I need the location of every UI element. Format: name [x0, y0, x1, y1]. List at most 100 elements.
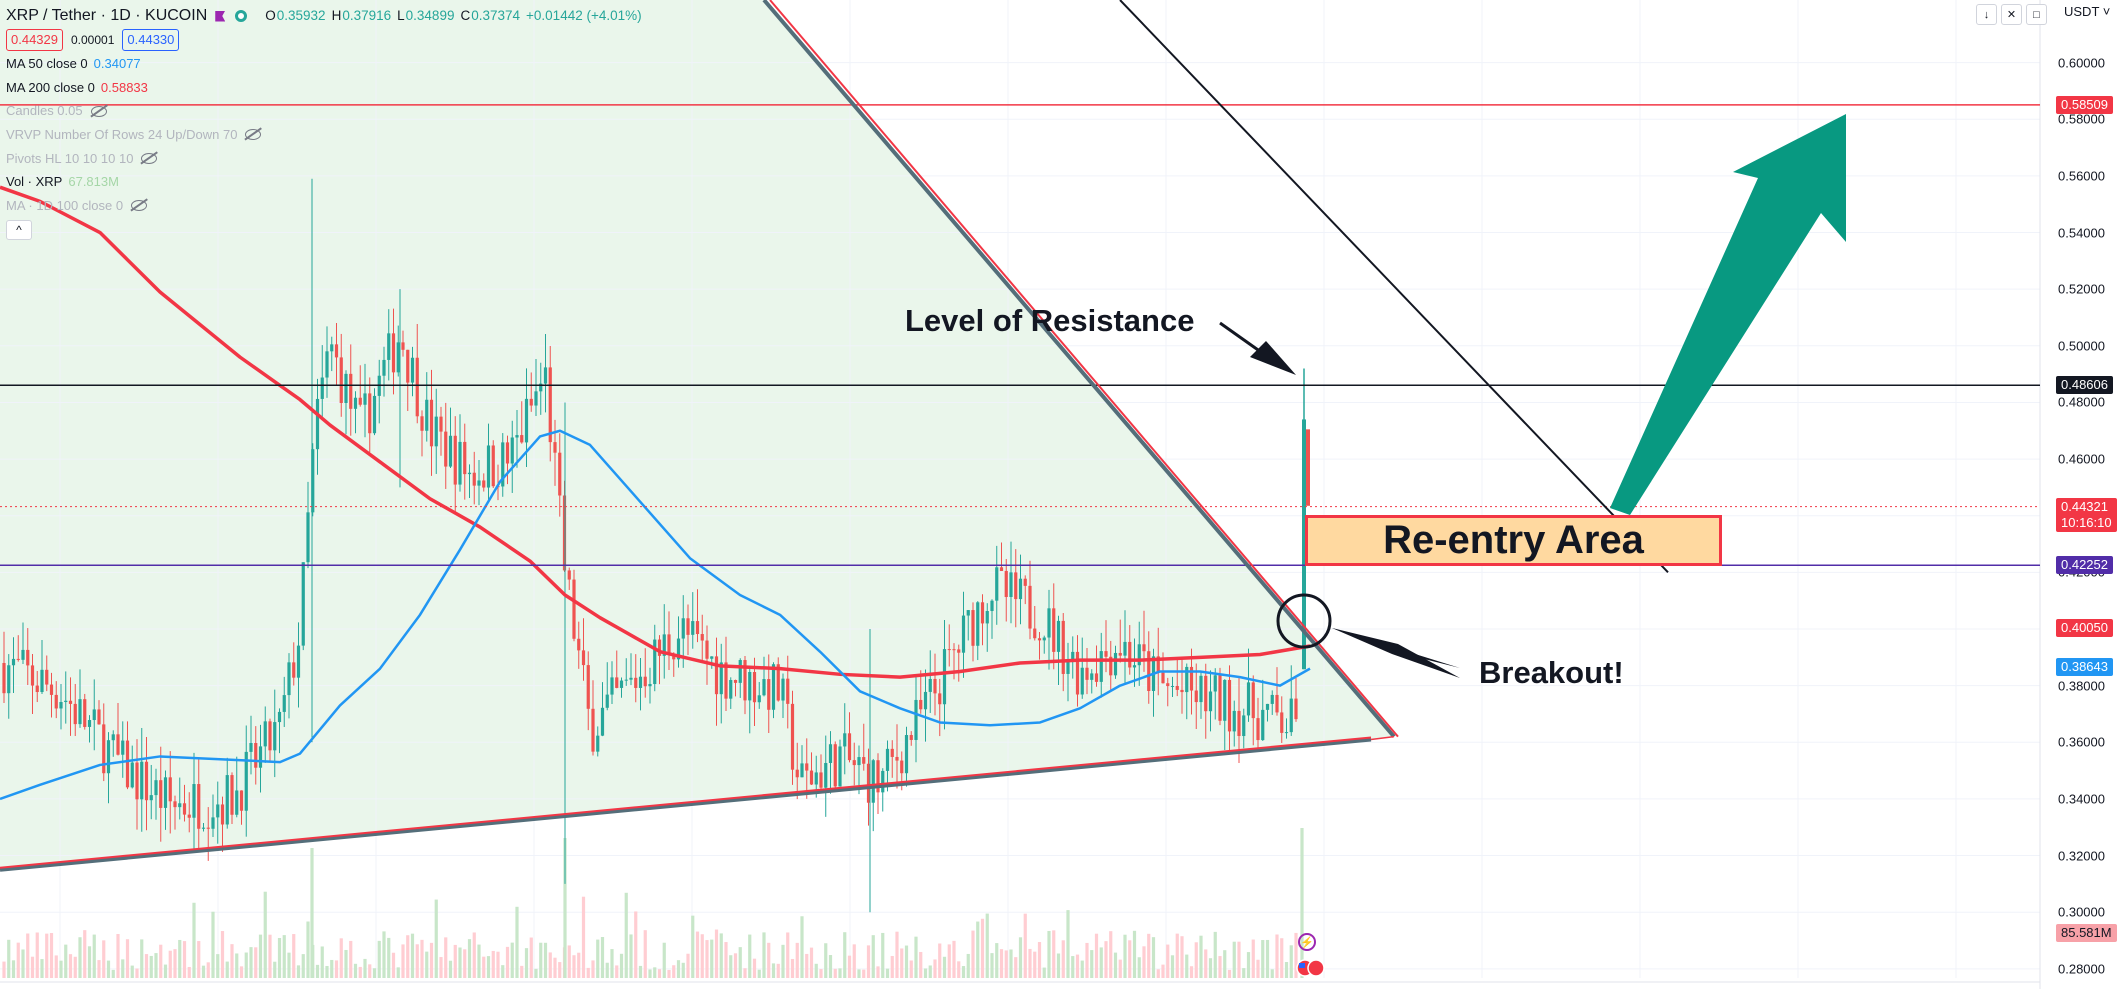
indicator-list: MA 50 close 0 0.34077 MA 200 close 0 0.5883… — [6, 52, 648, 218]
scroll-down-icon[interactable]: ↓ — [1976, 4, 1997, 25]
candle-body — [410, 357, 415, 383]
hidden-eye-icon[interactable] — [141, 153, 158, 165]
candle-body — [258, 746, 263, 768]
volume-bar — [1066, 910, 1070, 978]
volume-bar — [420, 939, 424, 978]
candle-body — [239, 790, 244, 811]
candle-body — [871, 760, 875, 803]
volume-bar — [206, 962, 210, 978]
candle-body — [154, 780, 158, 796]
volume-bar — [600, 936, 605, 978]
volume-bar — [1289, 945, 1293, 978]
candle-body — [1270, 694, 1274, 704]
volume-bar — [543, 942, 548, 978]
volume-bar — [377, 940, 381, 978]
lightning-icon[interactable]: ⚡ — [1298, 933, 1316, 951]
volume-bar — [463, 949, 467, 978]
candle-body — [729, 680, 733, 699]
hidden-eye-icon[interactable] — [245, 129, 262, 141]
volume-bar — [453, 944, 457, 978]
volume-bar — [1275, 934, 1279, 978]
volume-bar — [277, 937, 282, 978]
candle-body — [828, 744, 833, 764]
collapse-legend-button[interactable]: ^ — [6, 219, 32, 240]
volume-bar — [501, 965, 505, 978]
candle-body — [159, 780, 163, 808]
flag-icon[interactable] — [215, 10, 226, 22]
indicator-row[interactable]: VRVP Number Of Rows 24 Up/Down 70 — [6, 123, 648, 147]
volume-bar — [1047, 930, 1051, 978]
volume-bar — [73, 956, 77, 978]
volume-bar — [163, 964, 168, 978]
indicator-row[interactable]: Vol · XRP 67.813M — [6, 170, 648, 194]
volume-bar — [748, 934, 752, 978]
currency-select[interactable]: USDT ˅ — [2064, 4, 2110, 19]
candle-body — [985, 611, 989, 624]
indicator-row[interactable]: MA 50 close 0 0.34077 — [6, 52, 648, 76]
candle-body — [444, 431, 448, 467]
volume-bar — [567, 945, 571, 978]
maximize-icon[interactable]: □ — [2026, 4, 2047, 25]
candle-body — [102, 724, 106, 774]
candle-body — [1028, 585, 1032, 629]
volume-bar — [1180, 936, 1184, 978]
volume-bar — [505, 946, 510, 978]
volume-bar — [187, 966, 191, 978]
volume-bar — [990, 953, 994, 978]
candle-body — [672, 654, 676, 660]
candle-body — [282, 695, 286, 712]
candle-body — [1275, 694, 1279, 713]
candle-body — [391, 333, 396, 373]
candle-body — [947, 649, 951, 651]
hidden-eye-icon[interactable] — [90, 105, 107, 117]
candle-body — [1099, 651, 1103, 682]
hidden-eye-icon[interactable] — [131, 200, 148, 212]
buy-price-button[interactable]: 0.44330 — [122, 29, 180, 51]
candle-body — [486, 445, 491, 488]
volume-bar — [653, 967, 657, 978]
candle-body — [634, 677, 638, 688]
candle-body — [368, 393, 372, 434]
volume-bar — [553, 957, 557, 978]
candle-body — [1166, 683, 1170, 687]
candle-body — [1090, 673, 1094, 680]
candle-body — [942, 649, 947, 705]
close-icon[interactable]: ✕ — [2001, 4, 2022, 25]
currency-label: USDT — [2064, 4, 2100, 19]
breakout-circle — [1276, 593, 1332, 649]
candle-body — [1033, 628, 1037, 639]
volume-bar — [111, 969, 115, 978]
indicator-row[interactable]: MA · 1D 100 close 0 — [6, 194, 648, 218]
volume-bar — [828, 955, 833, 978]
indicator-row[interactable]: MA 200 close 0 0.58833 — [6, 76, 648, 100]
candle-body — [220, 804, 225, 825]
indicator-row[interactable]: Pivots HL 10 10 10 10 — [6, 147, 648, 171]
candle-body — [952, 649, 956, 651]
volume-bar — [363, 958, 367, 978]
us-flag-icon[interactable] — [1296, 958, 1326, 978]
candle-body — [1185, 666, 1189, 693]
candle-body — [510, 437, 514, 464]
candle-body — [643, 676, 647, 687]
candle-body — [1080, 667, 1084, 695]
volume-bar — [596, 939, 600, 978]
volume-bar — [1246, 952, 1251, 978]
volume-bar — [724, 942, 728, 978]
volume-bar — [1227, 969, 1232, 978]
candle-body — [311, 449, 315, 513]
volume-bar — [852, 944, 856, 978]
candle-body — [192, 784, 196, 818]
indicator-row[interactable]: Candles 0.05 — [6, 99, 648, 123]
volume-bar — [444, 937, 448, 978]
symbol-title[interactable]: XRP / Tether · 1D · KUCOIN — [6, 7, 208, 24]
volume-bar — [1142, 946, 1146, 978]
candle-body — [35, 685, 39, 693]
candle-body — [401, 342, 405, 350]
sell-price-button[interactable]: 0.44329 — [6, 29, 63, 51]
candle-body — [78, 699, 82, 725]
volume-bar — [876, 966, 880, 978]
volume-bar — [92, 934, 96, 978]
candle-body — [1137, 644, 1141, 666]
